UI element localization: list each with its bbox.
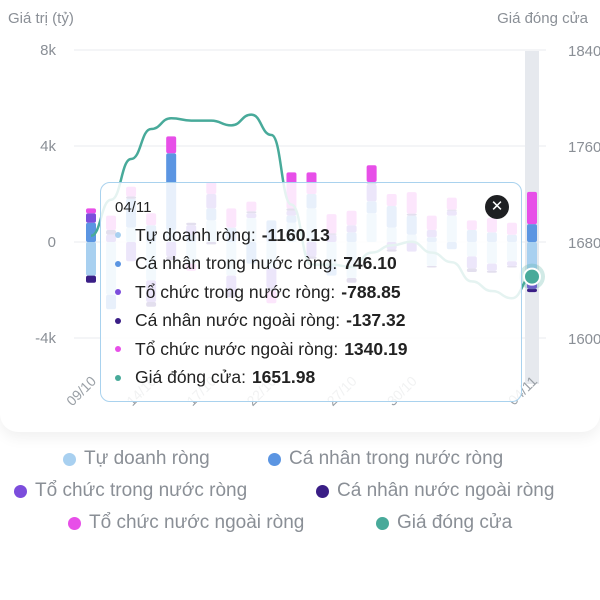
x-tick-label: 09/10 (63, 373, 99, 409)
legend-item[interactable]: Giá đóng cửa (376, 512, 512, 534)
y-left-axis-title: Giá trị (tỷ) (8, 10, 74, 27)
legend-item[interactable]: Cá nhân nước ngoài ròng (316, 480, 554, 502)
bar-segment (86, 222, 96, 242)
bar-segment (527, 224, 537, 242)
legend-label: Cá nhân trong nước ròng (289, 448, 504, 469)
tooltip-row: Giá đóng cửa: 1651.98 (115, 366, 315, 390)
y-right-axis-title: Giá đóng cửa (497, 10, 588, 27)
legend-label: Cá nhân nước ngoài ròng (337, 480, 555, 501)
bar-segment (86, 242, 96, 276)
legend-label: Tự doanh ròng (84, 448, 210, 469)
series-dot-icon (115, 232, 121, 238)
legend-item[interactable]: Tự doanh ròng (63, 448, 210, 470)
legend-label: Tổ chức trong nước ròng (35, 480, 248, 501)
bar-segment (527, 288, 537, 293)
y-right-tick-label: 1760 (568, 139, 600, 156)
tooltip-value: -788.85 (341, 281, 401, 302)
bar-segment (86, 275, 96, 283)
y-right-tick-label: 1840 (568, 43, 600, 60)
legend-label: Giá đóng cửa (397, 512, 513, 533)
bar-segment (527, 191, 537, 225)
tooltip-value: 1651.98 (251, 367, 316, 387)
series-dot-icon (115, 260, 121, 267)
bar-segment (166, 136, 177, 154)
bar-segment (86, 213, 96, 223)
close-icon[interactable]: ✕ (485, 195, 509, 219)
tooltip-label: Giá đóng cửa: (135, 367, 246, 387)
legend-item[interactable]: Tổ chức nước ngoài ròng (68, 512, 304, 534)
legend-dot-icon (316, 484, 329, 498)
price-point-selected (523, 267, 541, 286)
series-dot-icon (115, 346, 121, 352)
tooltip: 04/11 ✕ Tự doanh ròng: -1160.13 Cá nhân tr… (100, 182, 522, 402)
tooltip-label: Tự doanh ròng: (135, 224, 256, 245)
legend-dot-icon (68, 516, 81, 530)
tooltip-value: -137.32 (346, 310, 406, 330)
series-dot-icon (115, 289, 121, 295)
legend-dot-icon (14, 484, 27, 498)
tooltip-label: Tổ chức nước ngoài ròng: (135, 338, 339, 359)
legend-dot-icon (63, 452, 76, 466)
series-dot-icon (115, 374, 121, 381)
tooltip-label: Tổ chức trong nước ròng: (135, 281, 336, 302)
legend-item[interactable]: Tổ chức trong nước ròng (14, 480, 247, 502)
legend-dot-icon (376, 516, 389, 530)
chart-card: Giá trị (tỷ) Giá đóng cửa 8k 4k 0 -4k 1840 17… (8, 10, 600, 409)
series-dot-icon (115, 317, 121, 324)
y-left-tick-label: 8k (40, 42, 56, 59)
y-left-tick-label: 0 (48, 234, 56, 251)
legend-label: Tổ chức nước ngoài ròng (89, 512, 305, 533)
tooltip-date: 04/11 (115, 199, 152, 216)
bar-segment (86, 208, 96, 214)
y-left-tick-label: 4k (40, 138, 56, 155)
tooltip-row: Tự doanh ròng: -1160.13 (115, 223, 330, 247)
tooltip-value: 1340.19 (344, 338, 408, 359)
tooltip-label: Cá nhân trong nước ròng: (135, 253, 338, 273)
tooltip-row: Cá nhân trong nước ròng: 746.10 (115, 252, 397, 276)
y-right-tick-label: 1680 (568, 235, 600, 252)
tooltip-value: 746.10 (343, 253, 397, 273)
bar-segment (527, 242, 537, 270)
tooltip-label: Cá nhân nước ngoài ròng: (135, 310, 341, 330)
tooltip-value: -1160.13 (261, 224, 330, 245)
legend-dot-icon (268, 452, 281, 466)
legend-item[interactable]: Cá nhân trong nước ròng (268, 448, 503, 470)
tooltip-row: Tổ chức trong nước ròng: -788.85 (115, 280, 401, 304)
tooltip-row: Cá nhân nước ngoài ròng: -137.32 (115, 309, 406, 333)
tooltip-row: Tổ chức nước ngoài ròng: 1340.19 (115, 337, 407, 361)
y-right-tick-label: 1600 (568, 331, 600, 348)
y-left-tick-label: -4k (35, 330, 56, 347)
bar-segment (366, 165, 377, 182)
